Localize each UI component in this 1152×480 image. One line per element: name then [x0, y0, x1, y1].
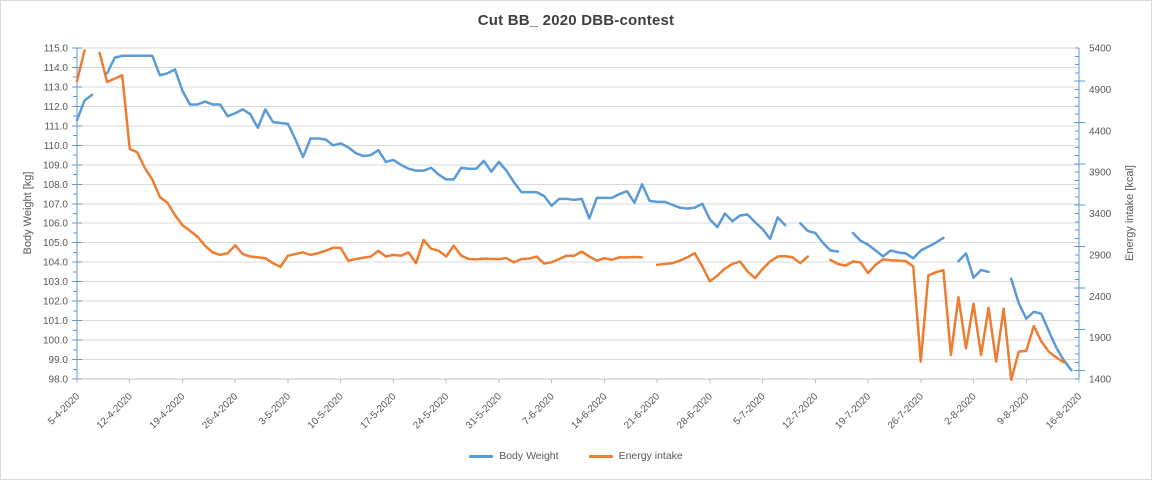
- x-tick-label: 26-7-2020: [886, 391, 926, 431]
- x-tick-label: 19-4-2020: [148, 391, 188, 431]
- energy-intake-line: [75, 49, 1066, 382]
- right-tick-label: 4400: [1089, 126, 1112, 137]
- right-tick-label: 3900: [1089, 168, 1112, 179]
- left-axis: 115.0 114.0 113.0 112.0 111.0 110.0 109.0 108.0…: [43, 44, 82, 386]
- x-tick-label: 9-8-2020: [995, 391, 1031, 427]
- gridlines: [77, 47, 1079, 380]
- right-tick-label: 4900: [1089, 85, 1112, 96]
- right-tick-label: 1900: [1089, 333, 1112, 344]
- left-tick-label: 105.0: [43, 238, 68, 249]
- right-axis-title: Energy intake [kcal]: [1124, 165, 1136, 261]
- left-tick-label: 111.0: [44, 121, 68, 132]
- right-tick-label: 1400: [1089, 375, 1112, 386]
- legend-item-body-weight: Body Weight: [469, 450, 559, 462]
- x-tick-label: 21-6-2020: [622, 391, 662, 431]
- x-tick-label: 12-4-2020: [95, 391, 135, 431]
- left-tick-label: 106.0: [43, 219, 68, 230]
- x-tick-label: 24-5-2020: [411, 391, 451, 431]
- x-tick-label: 5-4-2020: [46, 391, 82, 427]
- left-tick-label: 114.0: [44, 63, 69, 74]
- x-tick-label: 16-8-2020: [1044, 391, 1084, 431]
- right-tick-label: 3400: [1089, 209, 1112, 220]
- legend-label-energy-intake: Energy intake: [618, 450, 683, 462]
- x-axis: 5-4-2020 12-4-2020 19-4-2020 26-4-2020 3-5-2…: [46, 378, 1084, 431]
- left-tick-label: 104.0: [43, 258, 68, 269]
- x-tick-label: 28-6-2020: [675, 391, 715, 431]
- left-tick-label: 110.0: [44, 141, 69, 152]
- left-tick-label: 98.0: [49, 375, 69, 386]
- left-tick-label: 109.0: [43, 160, 68, 171]
- left-tick-label: 102.0: [43, 297, 68, 308]
- right-tick-label: 5400: [1089, 44, 1112, 55]
- chart-title: Cut BB_ 2020 DBB-contest: [477, 12, 675, 29]
- left-axis-title: Body Weight [kg]: [22, 171, 34, 255]
- x-tick-label: 7-6-2020: [521, 391, 557, 427]
- body-weight-line: [75, 54, 1073, 372]
- x-tick-label: 5-7-2020: [732, 391, 768, 427]
- body-weight-line-swatch: [469, 454, 494, 458]
- left-tick-label: 113.0: [44, 82, 69, 93]
- left-tick-label: 112.0: [44, 102, 69, 113]
- x-tick-label: 12-7-2020: [780, 391, 820, 431]
- x-tick-label: 14-6-2020: [569, 391, 609, 431]
- right-axis: 5400 4900 4400 3900 3400 2900 2400 1900 1400: [1074, 44, 1112, 386]
- x-tick-label: 2-8-2020: [943, 391, 979, 427]
- left-tick-label: 107.0: [43, 199, 68, 210]
- x-tick-label: 17-5-2020: [359, 391, 399, 431]
- left-tick-label: 99.0: [49, 355, 69, 366]
- legend-label-body-weight: Body Weight: [499, 450, 559, 462]
- x-tick-label: 10-5-2020: [306, 391, 346, 431]
- legend: Body Weight Energy intake: [1, 450, 1151, 462]
- left-tick-label: 115.0: [44, 44, 69, 55]
- left-tick-label: 108.0: [43, 180, 68, 191]
- x-tick-label: 26-4-2020: [200, 391, 240, 431]
- x-tick-label: 31-5-2020: [464, 391, 504, 431]
- energy-intake-line-swatch: [588, 454, 613, 458]
- right-tick-label: 2400: [1089, 292, 1112, 303]
- x-tick-label: 19-7-2020: [833, 391, 873, 431]
- legend-item-energy-intake: Energy intake: [588, 450, 683, 462]
- left-tick-label: 103.0: [43, 277, 68, 288]
- x-tick-label: 3-5-2020: [257, 391, 293, 427]
- left-tick-label: 100.0: [43, 336, 68, 347]
- left-tick-label: 101.0: [43, 316, 68, 327]
- right-tick-label: 2900: [1089, 250, 1112, 261]
